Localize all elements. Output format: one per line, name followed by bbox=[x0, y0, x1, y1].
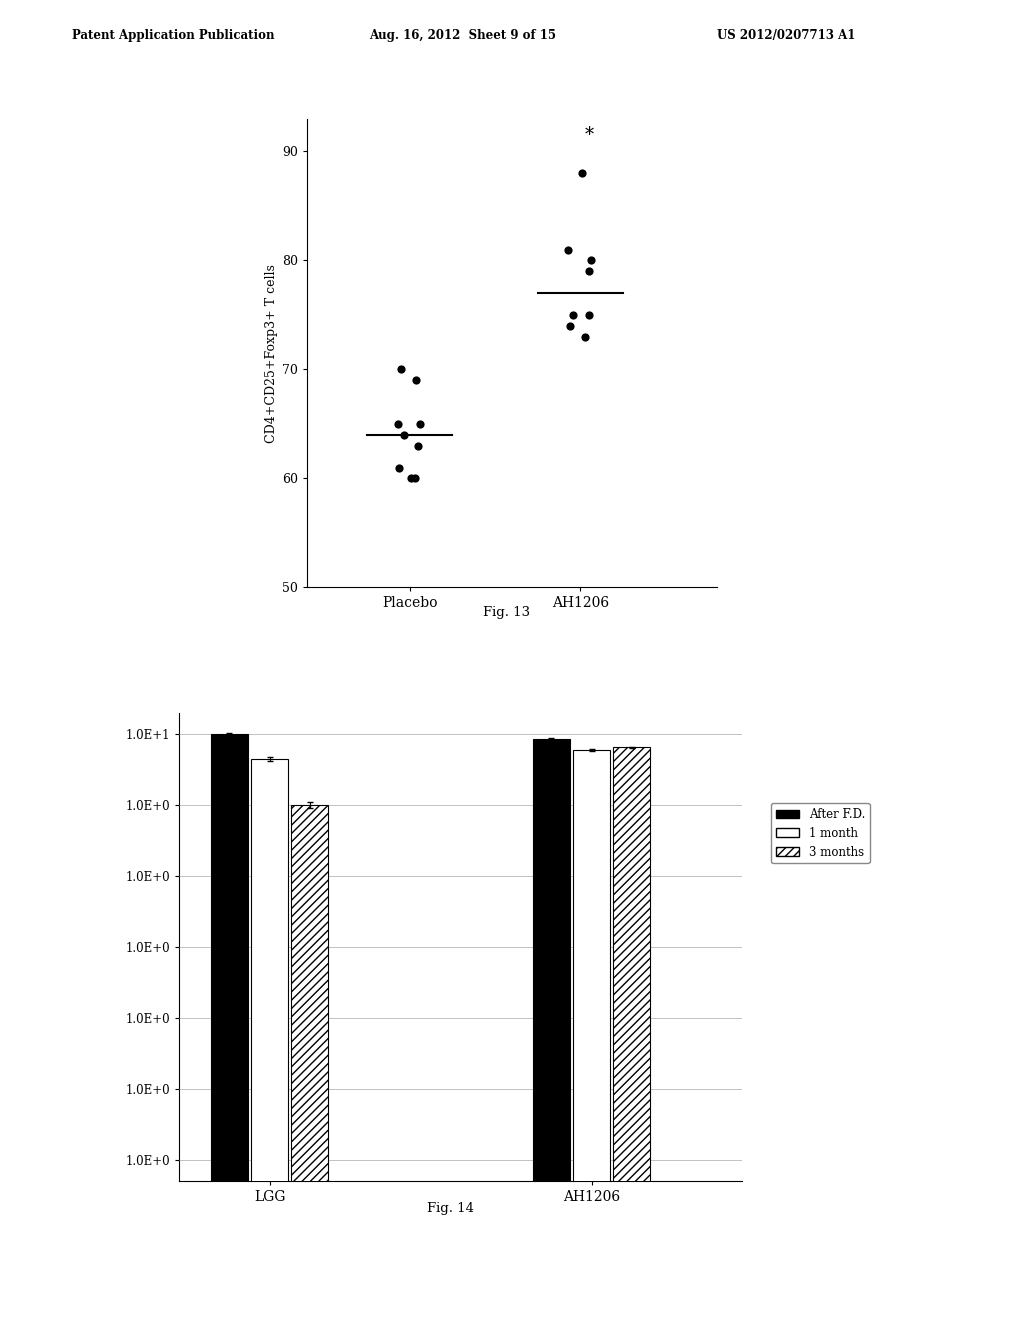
Bar bbox=[532, 739, 569, 1320]
Point bbox=[562, 315, 579, 337]
Text: Fig. 14: Fig. 14 bbox=[427, 1201, 474, 1214]
Point bbox=[581, 261, 597, 282]
Bar bbox=[251, 759, 288, 1320]
Point bbox=[583, 249, 599, 271]
Point bbox=[407, 467, 423, 488]
Bar bbox=[613, 747, 650, 1320]
Legend: After F.D., 1 month, 3 months: After F.D., 1 month, 3 months bbox=[771, 803, 869, 863]
Bar bbox=[292, 805, 329, 1320]
Point bbox=[560, 239, 577, 260]
Text: *: * bbox=[585, 127, 593, 144]
Point bbox=[403, 467, 420, 488]
Point bbox=[393, 359, 410, 380]
Point bbox=[412, 413, 428, 434]
Point bbox=[391, 457, 408, 478]
Bar bbox=[573, 750, 610, 1320]
Y-axis label: CD4+CD25+Foxp3+ T cells: CD4+CD25+Foxp3+ T cells bbox=[265, 264, 278, 442]
Point bbox=[410, 436, 426, 457]
Text: Fig. 13: Fig. 13 bbox=[483, 606, 530, 619]
Point bbox=[565, 305, 582, 326]
Text: US 2012/0207713 A1: US 2012/0207713 A1 bbox=[717, 29, 855, 42]
Point bbox=[578, 326, 594, 347]
Point bbox=[573, 162, 590, 183]
Point bbox=[409, 370, 425, 391]
Point bbox=[396, 424, 413, 445]
Bar bbox=[211, 734, 248, 1320]
Text: Aug. 16, 2012  Sheet 9 of 15: Aug. 16, 2012 Sheet 9 of 15 bbox=[369, 29, 556, 42]
Text: Patent Application Publication: Patent Application Publication bbox=[72, 29, 274, 42]
Point bbox=[581, 305, 597, 326]
Point bbox=[389, 413, 406, 434]
